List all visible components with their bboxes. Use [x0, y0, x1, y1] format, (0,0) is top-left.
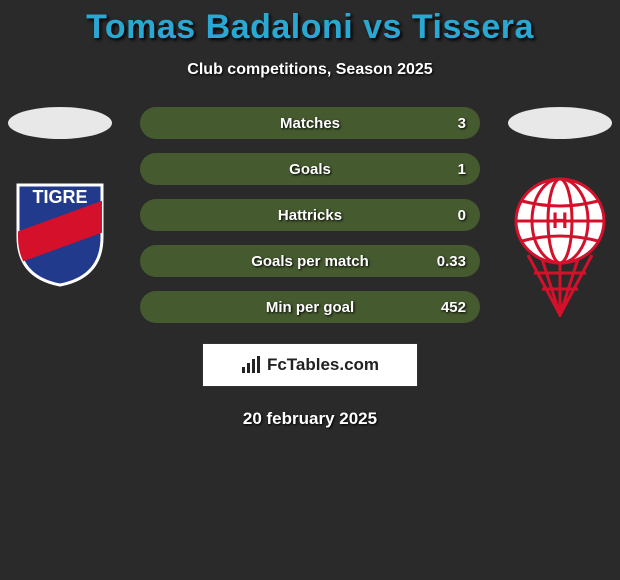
avatar-placeholder-right: [508, 107, 612, 139]
stat-label: Matches: [280, 115, 340, 132]
brand-text: FcTables.com: [267, 355, 379, 375]
player-left: TIGRE: [8, 107, 112, 287]
svg-text:H: H: [552, 208, 568, 233]
stat-row: Goals per match 0.33: [140, 245, 480, 277]
player-right: H: [508, 107, 612, 317]
brand-box[interactable]: FcTables.com: [202, 343, 418, 387]
stat-right: 1: [458, 161, 466, 178]
comparison-body: TIGRE H Matche: [0, 107, 620, 429]
stat-right: 0.33: [437, 253, 466, 270]
stats-list: Matches 3 Goals 1 Hattricks 0 Goals per …: [140, 107, 480, 323]
avatar-placeholder-left: [8, 107, 112, 139]
club-badge-left: TIGRE: [8, 177, 112, 287]
stat-right: 0: [458, 207, 466, 224]
stat-label: Hattricks: [278, 207, 342, 224]
svg-text:TIGRE: TIGRE: [32, 187, 87, 207]
stat-row: Hattricks 0: [140, 199, 480, 231]
stat-label: Min per goal: [266, 299, 354, 316]
stat-right: 452: [441, 299, 466, 316]
stat-row: Matches 3: [140, 107, 480, 139]
stat-label: Goals per match: [251, 253, 369, 270]
bar-chart-icon: [241, 356, 263, 374]
comparison-subtitle: Club competitions, Season 2025: [0, 61, 620, 79]
comparison-date: 20 february 2025: [0, 409, 620, 429]
club-badge-right: H: [508, 177, 612, 317]
comparison-title: Tomas Badaloni vs Tissera: [0, 0, 620, 47]
stat-row: Min per goal 452: [140, 291, 480, 323]
stat-right: 3: [458, 115, 466, 132]
stat-row: Goals 1: [140, 153, 480, 185]
stat-label: Goals: [289, 161, 331, 178]
